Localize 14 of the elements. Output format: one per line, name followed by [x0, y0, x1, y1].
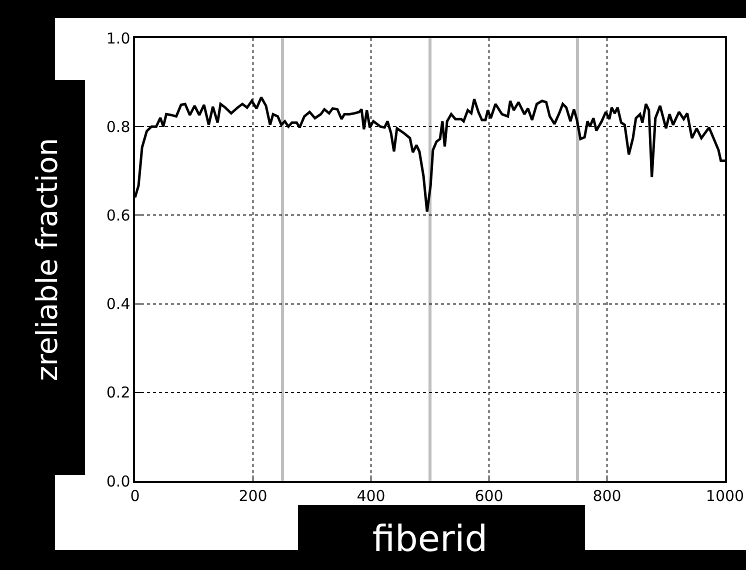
y-tick-label: 0.6 — [106, 206, 130, 224]
x-tick-label: 800 — [592, 486, 622, 505]
x-tick-label: 1000 — [706, 486, 744, 505]
y-tick-label: 1.0 — [106, 29, 130, 48]
y-tick-label: 0.2 — [106, 384, 130, 402]
x-tick-label: 200 — [238, 486, 268, 505]
x-axis-title: fiberid — [372, 518, 488, 560]
y-tick-label: 0.4 — [106, 295, 130, 314]
y-tick-label: 0.8 — [106, 118, 130, 136]
x-tick-label: 400 — [356, 486, 386, 505]
y-tick-label: 0.0 — [106, 472, 130, 490]
x-tick-label: 600 — [474, 486, 504, 505]
y-axis-title: zreliable fraction — [30, 138, 64, 382]
x-tick-label: 0 — [130, 486, 140, 505]
